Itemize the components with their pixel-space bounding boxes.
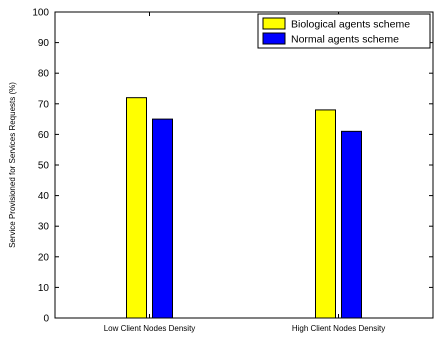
legend-label: Biological agents scheme [291,19,410,31]
x-tick-label: High Client Nodes Density [292,324,385,333]
bar [152,118,173,319]
legend-label: Normal agents scheme [291,34,399,46]
legend-box [257,13,431,49]
x-tick-label: Low Client Nodes Density [104,324,196,333]
y-axis-label: Service Provisioned for Services Request… [8,82,17,248]
y-tick-label: 100 [32,8,49,19]
y-tick-label: 10 [38,283,50,294]
legend-swatch [262,17,286,30]
axes-frame [54,11,434,319]
y-tick-label: 80 [38,69,50,80]
y-tick-label: 60 [38,130,50,141]
y-tick-label: 30 [38,222,50,233]
plot-area: 0 10 20 30 40 50 60 70 80 90 100 Low Client Nodes D… [32,8,434,333]
y-tick-label: 90 [38,38,50,49]
bar [315,109,336,319]
bar [341,130,362,319]
y-tick-label: 70 [38,99,50,110]
y-tick-label: 50 [38,161,50,172]
bar [126,97,147,319]
y-tick-label: 40 [38,191,50,202]
legend-swatch [262,32,286,45]
y-tick-label: 0 [43,314,49,325]
legend: Biological agents scheme Normal agents sc… [257,13,431,49]
y-tick-label: 20 [38,252,50,263]
